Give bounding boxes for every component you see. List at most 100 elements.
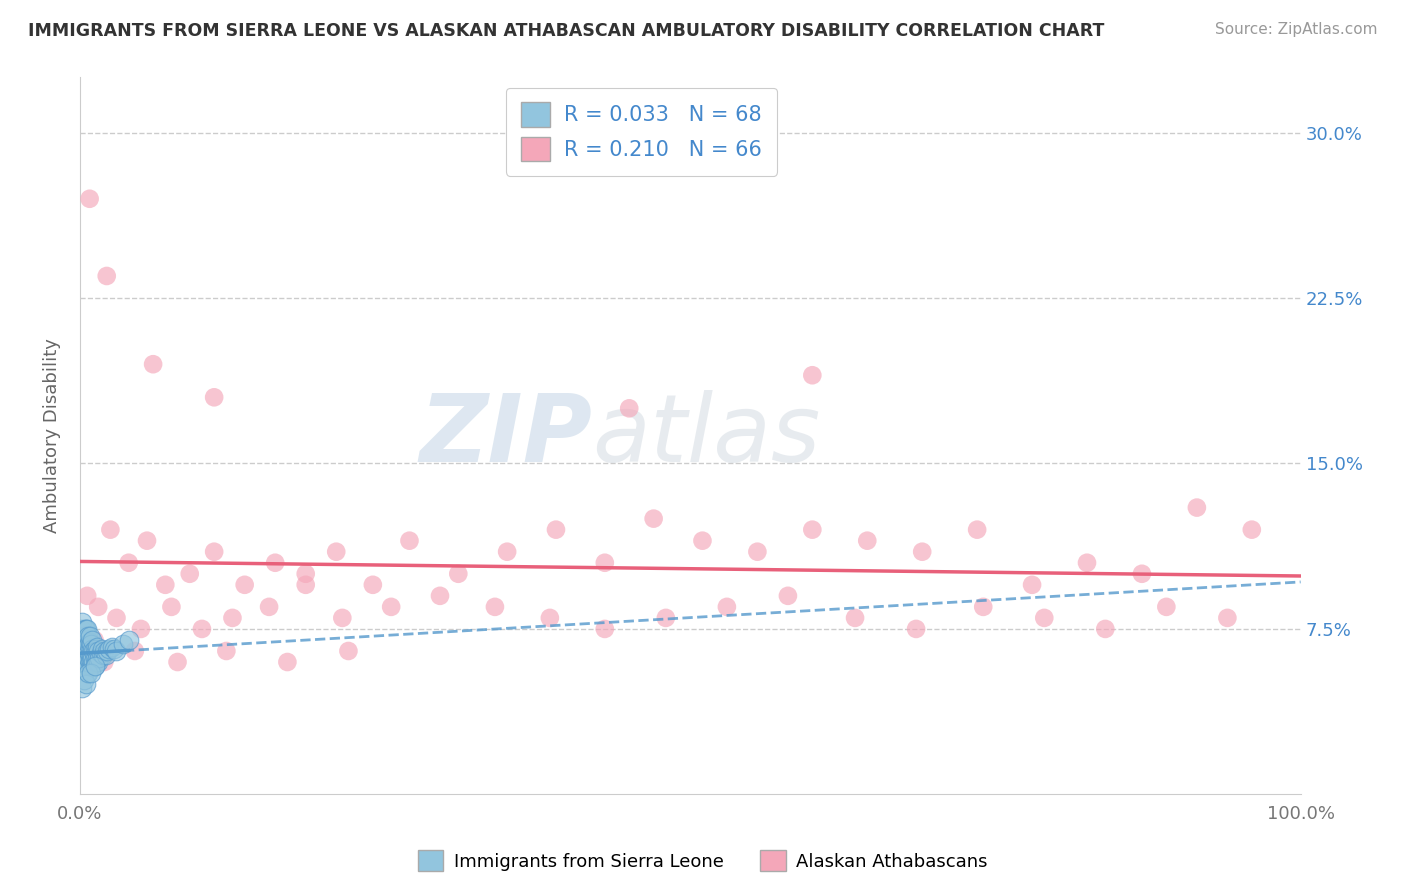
- Point: [1033, 611, 1056, 625]
- Point: [538, 611, 561, 625]
- Point: [72, 637, 94, 651]
- Point: [264, 556, 287, 570]
- Point: [142, 357, 165, 371]
- Point: [129, 622, 152, 636]
- Point: [1185, 500, 1208, 515]
- Point: [82, 655, 104, 669]
- Point: [100, 640, 122, 654]
- Point: [105, 611, 128, 625]
- Point: [337, 644, 360, 658]
- Point: [79, 628, 101, 642]
- Point: [72, 681, 94, 696]
- Point: [84, 644, 107, 658]
- Point: [79, 192, 101, 206]
- Point: [801, 368, 824, 383]
- Point: [76, 655, 98, 669]
- Point: [80, 653, 103, 667]
- Point: [911, 545, 934, 559]
- Point: [747, 545, 769, 559]
- Point: [966, 523, 988, 537]
- Point: [124, 644, 146, 658]
- Point: [80, 659, 103, 673]
- Point: [77, 637, 100, 651]
- Point: [84, 655, 107, 669]
- Point: [75, 650, 97, 665]
- Point: [77, 628, 100, 642]
- Point: [80, 659, 103, 673]
- Point: [111, 637, 134, 651]
- Point: [75, 677, 97, 691]
- Point: [191, 622, 214, 636]
- Point: [276, 655, 298, 669]
- Point: [72, 615, 94, 630]
- Text: ZIP: ZIP: [420, 390, 592, 482]
- Point: [100, 523, 122, 537]
- Point: [72, 628, 94, 642]
- Point: [83, 641, 105, 656]
- Point: [1021, 578, 1043, 592]
- Point: [118, 632, 141, 647]
- Point: [776, 589, 799, 603]
- Point: [593, 556, 616, 570]
- Point: [91, 648, 114, 663]
- Point: [179, 566, 201, 581]
- Point: [325, 545, 347, 559]
- Point: [79, 655, 101, 669]
- Point: [1216, 611, 1239, 625]
- Point: [80, 632, 103, 647]
- Point: [86, 650, 108, 665]
- Point: [257, 599, 280, 614]
- Point: [72, 644, 94, 658]
- Point: [1076, 556, 1098, 570]
- Point: [294, 578, 316, 592]
- Point: [75, 622, 97, 636]
- Point: [80, 637, 103, 651]
- Point: [118, 556, 141, 570]
- Point: [1130, 566, 1153, 581]
- Y-axis label: Ambulatory Disability: Ambulatory Disability: [44, 338, 60, 533]
- Point: [79, 648, 101, 663]
- Point: [93, 644, 115, 658]
- Point: [155, 578, 177, 592]
- Point: [73, 655, 96, 669]
- Point: [75, 632, 97, 647]
- Point: [73, 644, 96, 658]
- Point: [1094, 622, 1116, 636]
- Point: [1156, 599, 1178, 614]
- Point: [72, 632, 94, 647]
- Point: [361, 578, 384, 592]
- Point: [716, 599, 738, 614]
- Point: [83, 659, 105, 673]
- Point: [94, 648, 117, 663]
- Point: [801, 523, 824, 537]
- Point: [221, 611, 243, 625]
- Point: [86, 640, 108, 654]
- Point: [89, 650, 111, 665]
- Point: [77, 666, 100, 681]
- Point: [76, 632, 98, 647]
- Point: [202, 390, 225, 404]
- Point: [380, 599, 402, 614]
- Point: [905, 622, 928, 636]
- Point: [103, 641, 125, 656]
- Point: [87, 655, 110, 669]
- Text: IMMIGRANTS FROM SIERRA LEONE VS ALASKAN ATHABASCAN AMBULATORY DISABILITY CORRELA: IMMIGRANTS FROM SIERRA LEONE VS ALASKAN …: [28, 22, 1105, 40]
- Point: [447, 566, 470, 581]
- Point: [105, 644, 128, 658]
- Point: [83, 632, 105, 647]
- Point: [1240, 523, 1263, 537]
- Point: [202, 545, 225, 559]
- Point: [98, 641, 121, 656]
- Point: [692, 533, 714, 548]
- Point: [93, 655, 115, 669]
- Point: [75, 644, 97, 658]
- Point: [77, 650, 100, 665]
- Point: [87, 599, 110, 614]
- Point: [496, 545, 519, 559]
- Point: [75, 659, 97, 673]
- Point: [76, 589, 98, 603]
- Point: [87, 644, 110, 658]
- Point: [70, 622, 93, 636]
- Point: [73, 632, 96, 647]
- Text: atlas: atlas: [592, 391, 821, 482]
